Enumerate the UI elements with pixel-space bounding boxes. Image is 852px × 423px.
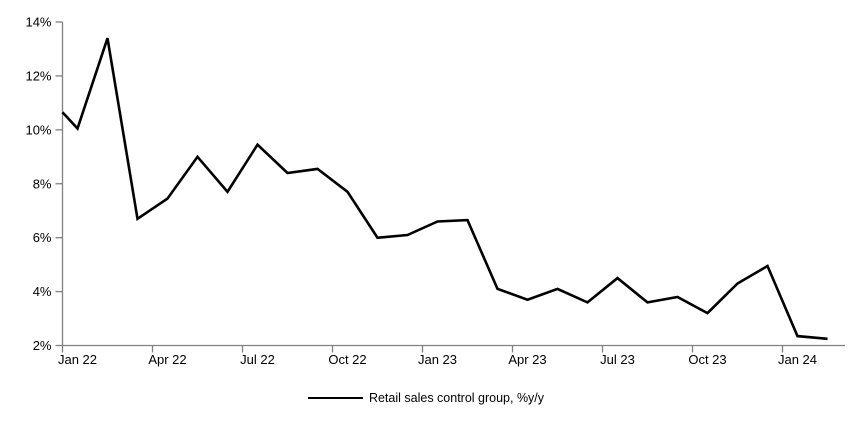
y-tick-label: 8% bbox=[33, 176, 52, 191]
x-tick-label: Oct 23 bbox=[688, 352, 726, 367]
y-tick-label: 4% bbox=[33, 284, 52, 299]
legend-label: Retail sales control group, %y/y bbox=[368, 391, 545, 405]
x-tick-label: Jul 23 bbox=[600, 352, 635, 367]
x-tick-label: Jan 24 bbox=[778, 352, 817, 367]
x-tick-label: Apr 22 bbox=[148, 352, 186, 367]
y-tick-label: 12% bbox=[25, 68, 51, 83]
y-tick-label: 10% bbox=[25, 122, 51, 137]
y-tick-label: 6% bbox=[33, 230, 52, 245]
y-tick-label: 2% bbox=[33, 338, 52, 353]
legend-line-swatch bbox=[307, 396, 363, 400]
chart-legend: Retail sales control group, %y/y bbox=[0, 389, 852, 407]
x-tick-label: Jul 22 bbox=[240, 352, 275, 367]
series-line-retail-sales-control-group bbox=[61, 37, 828, 341]
x-tick-label: Oct 22 bbox=[328, 352, 366, 367]
x-tick-label: Apr 23 bbox=[508, 352, 546, 367]
x-tick-label: Jan 23 bbox=[418, 352, 457, 367]
y-tick-label: 14% bbox=[25, 15, 51, 30]
x-tick-label: Jan 22 bbox=[58, 352, 97, 367]
